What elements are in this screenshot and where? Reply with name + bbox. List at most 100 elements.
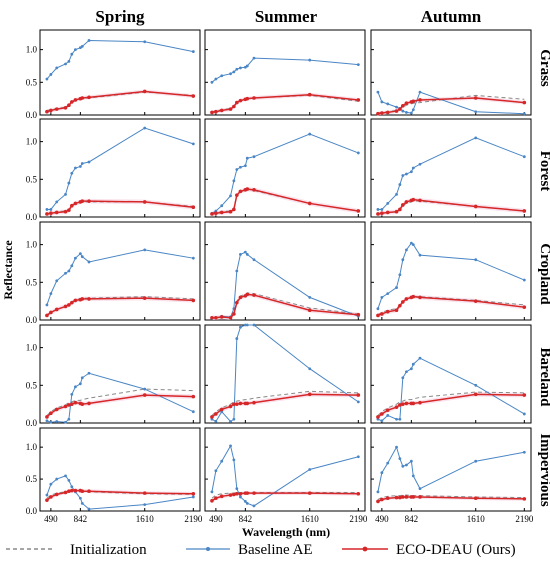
baseline-ae-point xyxy=(398,457,402,461)
baseline-ae-point xyxy=(67,417,71,421)
x-tick-label: 490 xyxy=(375,514,389,524)
baseline-ae-point xyxy=(522,155,526,159)
baseline-ae-point xyxy=(405,172,408,176)
baseline-ae-point xyxy=(401,376,405,380)
eco-deau-point xyxy=(473,96,478,100)
panel-forest-autumn xyxy=(370,118,532,218)
eco-deau-point xyxy=(238,295,243,300)
baseline-ae-point xyxy=(356,455,360,459)
panel-cropland-spring: 0.0 0.5 1.0 xyxy=(26,221,201,325)
eco-deau-point xyxy=(214,412,218,416)
panel-forest-summer xyxy=(204,118,366,218)
eco-deau-point xyxy=(307,201,312,206)
eco-deau-point xyxy=(70,300,74,305)
panel-cropland-autumn xyxy=(370,221,532,321)
eco-deau-uncertainty-band xyxy=(211,186,359,217)
baseline-ae-point xyxy=(70,52,74,56)
eco-deau-point xyxy=(245,491,250,495)
baseline-ae-point xyxy=(252,323,256,327)
eco-deau-point xyxy=(45,415,49,419)
baseline-ae-point xyxy=(252,258,256,262)
panel-bareland-spring: 0.0 0.5 1.0 xyxy=(26,324,201,428)
baseline-ae-point xyxy=(411,362,415,366)
baseline-ae-point xyxy=(409,111,413,115)
baseline-ae-point xyxy=(45,77,49,81)
eco-deau-point xyxy=(232,104,236,109)
y-tick-label: 0.0 xyxy=(26,315,38,325)
panel-grass-summer xyxy=(204,29,366,116)
eco-deau-uncertainty-band xyxy=(211,292,359,320)
eco-deau-point xyxy=(67,403,71,407)
eco-deau-point xyxy=(356,98,361,102)
eco-deau-point xyxy=(404,495,409,499)
eco-deau-point xyxy=(54,210,59,215)
eco-deau-point xyxy=(232,492,236,497)
eco-deau-point xyxy=(67,303,71,307)
eco-deau-point xyxy=(235,193,239,197)
baseline-ae-point xyxy=(401,464,405,468)
panel-grid: 0.00.51.00.00.51.00.00.51.00.00.51.00.00… xyxy=(26,29,534,524)
panel-grass-spring: 0.0 0.5 1.0 xyxy=(26,29,201,120)
eco-deau-point xyxy=(214,496,218,501)
baseline-ae-point xyxy=(49,420,53,424)
y-tick-label: 0.5 xyxy=(26,474,38,484)
baseline-ae-point xyxy=(64,62,67,66)
eco-deau-point xyxy=(404,401,409,406)
eco-deau-point xyxy=(45,498,49,502)
x-tick-label: 842 xyxy=(74,514,88,524)
baseline-ae-point xyxy=(67,478,71,482)
eco-deau-point xyxy=(356,312,361,317)
baseline-ae-point xyxy=(245,253,249,256)
eco-deau-point xyxy=(219,407,224,412)
eco-deau-point xyxy=(238,491,243,496)
baseline-ae-point xyxy=(232,458,236,462)
eco-deau-point xyxy=(63,209,68,214)
baseline-ae-point xyxy=(67,59,71,63)
baseline-ae-point xyxy=(409,170,413,174)
legend-label-eco-deau: ECO-DEAU (Ours) xyxy=(396,542,516,558)
eco-deau-point xyxy=(87,297,91,301)
baseline-ae-point xyxy=(214,420,218,423)
baseline-ae-point xyxy=(191,256,195,260)
series-initialization xyxy=(46,388,194,416)
eco-deau-point xyxy=(473,496,478,501)
baseline-ae-point xyxy=(239,165,242,169)
eco-deau-point xyxy=(232,207,236,212)
baseline-ae-point xyxy=(64,420,67,424)
series-baseline-ae xyxy=(46,249,194,306)
baseline-ae-point xyxy=(405,248,408,252)
baseline-ae-point xyxy=(80,162,84,165)
eco-deau-point xyxy=(235,300,239,305)
eco-deau-point xyxy=(376,212,380,216)
eco-deau-point xyxy=(232,312,236,316)
baseline-ae-point xyxy=(418,487,422,491)
eco-deau-point xyxy=(418,198,422,203)
baseline-ae-point xyxy=(409,367,413,371)
baseline-ae-point xyxy=(191,142,195,146)
baseline-ae-point xyxy=(474,258,478,262)
panel-cropland-summer xyxy=(204,221,366,321)
eco-deau-uncertainty-band xyxy=(377,197,525,217)
baseline-ae-point xyxy=(243,500,247,503)
baseline-ae-point xyxy=(308,367,312,371)
y-tick-label: 0.0 xyxy=(26,212,38,222)
baseline-ae-point xyxy=(87,371,91,375)
panel-frame xyxy=(204,29,366,116)
baseline-ae-point xyxy=(398,273,402,277)
baseline-ae-point xyxy=(398,417,402,421)
baseline-ae-point xyxy=(411,243,415,247)
eco-deau-point xyxy=(356,491,361,496)
series-baseline-ae xyxy=(46,39,194,80)
eco-deau-point xyxy=(70,100,74,104)
series-initialization xyxy=(211,390,359,416)
y-tick-label: 0.0 xyxy=(26,418,38,428)
baseline-ae-point xyxy=(45,208,49,211)
series-baseline-ae xyxy=(211,324,359,423)
baseline-ae-point xyxy=(401,109,405,113)
baseline-ae-point xyxy=(380,419,384,423)
series-baseline-ae xyxy=(377,445,525,492)
baseline-ae-point xyxy=(80,501,84,505)
eco-deau-point xyxy=(73,400,78,405)
baseline-ae-point xyxy=(49,482,53,486)
